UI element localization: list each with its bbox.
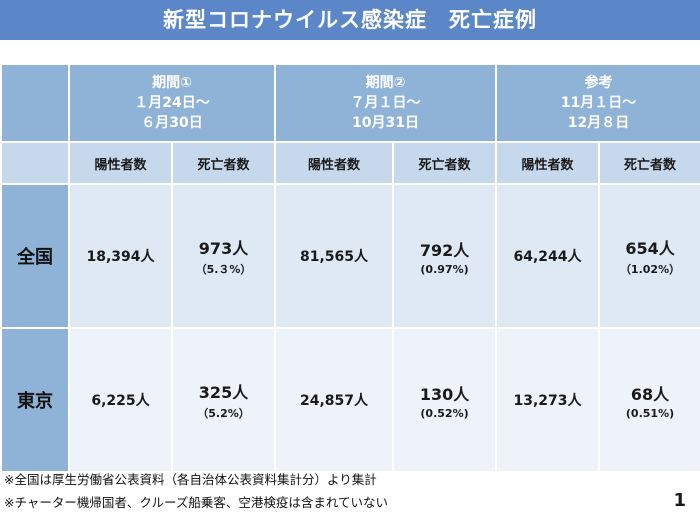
death-rate: (0.97%) [420,262,469,276]
subheader-row: 陽性者数 死亡者数 陽性者数 死亡者数 陽性者数 死亡者数 [0,141,700,185]
reference-period-end: 12月８日 [567,115,630,131]
subheader-corner [0,141,70,185]
reference-period-start: 11月１日～ [560,95,637,111]
death-rate: (0.52%) [420,406,469,420]
footnote-source: ※全国は厚生労働省公表資料（各自治体公表資料集計分）より集計 [4,472,377,487]
period-1-start: １月24日～ [134,95,210,111]
death-count-cell: 973人 （5.３%） [170,183,277,329]
footnote-exclusions: ※チャーター機帰国者、クルーズ船乗客、空港検疫は含まれていない [4,495,388,510]
subheader-positive: 陽性者数 [274,141,395,185]
page-number: 1 [673,490,686,511]
death-count: 973人 [198,239,249,258]
header-corner [0,63,70,143]
row-label-tokyo: 東京 [0,327,70,473]
row-label-nationwide: 全国 [0,183,70,329]
death-count: 68人 [630,384,670,404]
period-header-row: 期間① １月24日～ ６月30日 期間② ７月１日～ 10月31日 参考 11月… [0,63,700,143]
death-rate: （5.３%） [195,263,252,276]
subheader-positive: 陽性者数 [68,141,173,185]
period-2-start: ７月１日～ [350,95,421,111]
subheader-deaths: 死亡者数 [598,141,700,185]
death-count: 130人 [419,384,470,404]
period-1-end: ６月30日 [141,115,203,131]
subheader-deaths: 死亡者数 [170,141,277,185]
death-count: 792人 [419,240,470,260]
period-2-header: 期間② ７月１日～ 10月31日 [274,63,498,143]
table-row-tokyo: 東京 6,225人 325人 （5.2%） 24,857人 130人 (0.52… [0,327,700,473]
period-2-end: 10月31日 [352,115,419,131]
subheader-deaths: 死亡者数 [392,141,498,185]
death-rate: (0.51%) [625,406,675,420]
slide-title: 新型コロナウイルス感染症 死亡症例 [0,0,700,40]
reference-period-name: 参考 [584,75,613,91]
positive-count-cell: 6,225人 [68,327,173,473]
positive-count-cell: 81,565人 [274,183,395,329]
death-count: 654人 [625,239,675,258]
positive-count-cell: 18,394人 [68,183,173,329]
deaths-table: 期間① １月24日～ ６月30日 期間② ７月１日～ 10月31日 参考 11月… [0,63,700,473]
death-count-cell: 130人 (0.52%) [392,327,498,473]
subheader-positive: 陽性者数 [495,141,601,185]
footnotes: ※全国は厚生労働省公表資料（各自治体公表資料集計分）より集計 ※チャーター機帰国… [4,468,388,514]
death-count-cell: 325人 （5.2%） [170,327,277,473]
positive-count-cell: 24,857人 [274,327,395,473]
death-rate: （5.2%） [197,407,250,420]
death-count-cell: 654人 （1.02%） [598,183,700,329]
period-1-name: 期間① [152,75,192,91]
period-2-name: 期間② [365,75,406,91]
period-1-header: 期間① １月24日～ ６月30日 [67,63,277,143]
death-count: 325人 [198,383,249,402]
positive-count-cell: 13,273人 [495,327,601,473]
death-count-cell: 792人 (0.97%) [392,183,498,329]
reference-period-header: 参考 11月１日～ 12月８日 [495,63,700,143]
table-row-nationwide: 全国 18,394人 973人 （5.３%） 81,565人 792人 (0.9… [0,183,700,329]
positive-count-cell: 64,244人 [495,183,601,329]
death-rate: （1.02%） [619,263,681,276]
death-count-cell: 68人 (0.51%) [598,327,700,473]
